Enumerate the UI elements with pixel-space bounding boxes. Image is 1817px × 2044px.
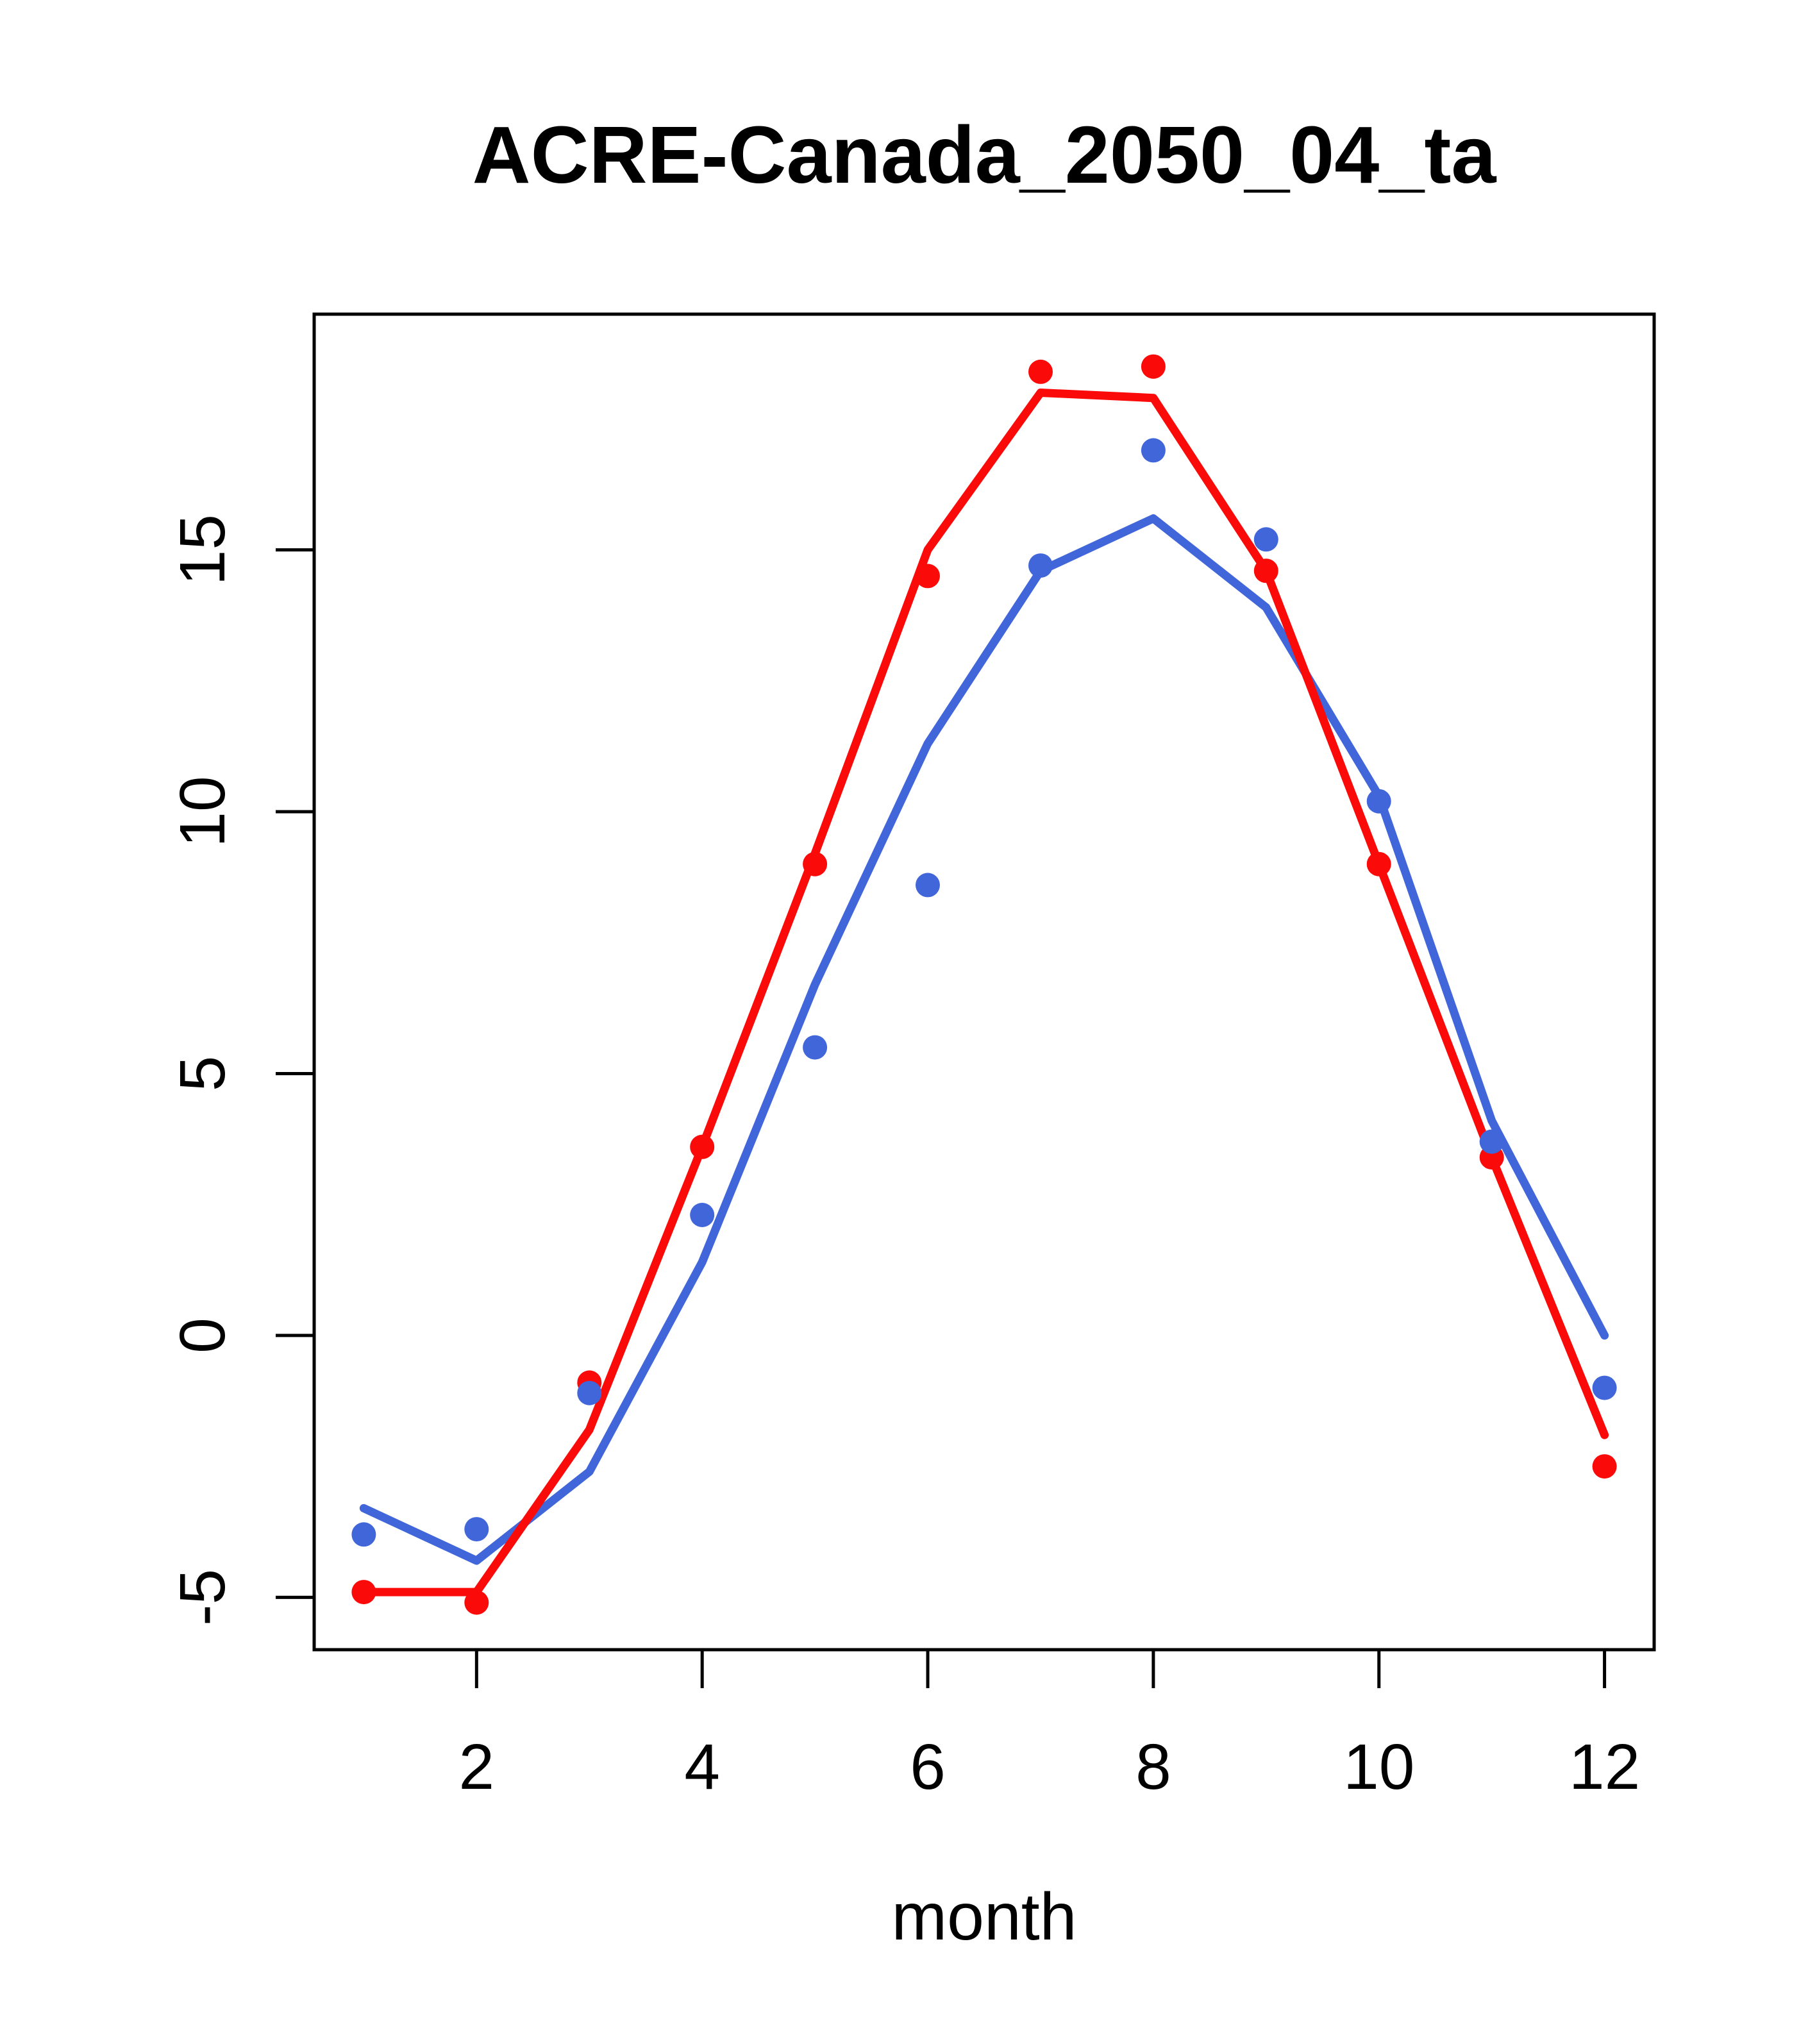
blue-point bbox=[1028, 553, 1053, 578]
x-tick-label: 2 bbox=[459, 1731, 495, 1803]
red-point bbox=[351, 1580, 376, 1605]
blue-point bbox=[577, 1380, 602, 1405]
x-tick-label: 4 bbox=[684, 1731, 720, 1803]
y-tick-label: 15 bbox=[167, 514, 239, 585]
plot-border bbox=[312, 312, 1656, 1652]
red-point bbox=[1366, 851, 1391, 876]
red-point bbox=[1253, 558, 1278, 583]
x-tick-label: 12 bbox=[1569, 1731, 1640, 1803]
y-tick-label: -5 bbox=[167, 1569, 239, 1626]
blue-point bbox=[1253, 527, 1278, 552]
y-tick-label: 5 bbox=[167, 1056, 239, 1092]
blue-point bbox=[803, 1035, 828, 1060]
blue-point bbox=[1141, 438, 1166, 463]
red-point bbox=[916, 564, 940, 589]
red-point bbox=[464, 1590, 489, 1615]
blue-line bbox=[359, 514, 1609, 1565]
red-point bbox=[1141, 354, 1166, 379]
plot-title: ACRE-Canada_2050_04_ta bbox=[472, 110, 1496, 200]
y-tick-label: 0 bbox=[167, 1318, 239, 1353]
x-axis-label: month bbox=[891, 1880, 1077, 1954]
blue-point bbox=[916, 873, 940, 898]
blue-point bbox=[1366, 789, 1391, 814]
blue-point bbox=[1592, 1375, 1617, 1400]
blue-point bbox=[464, 1517, 489, 1542]
red-point bbox=[1028, 359, 1053, 384]
red-point bbox=[803, 851, 828, 876]
red-point bbox=[690, 1134, 715, 1159]
red-point bbox=[1592, 1454, 1617, 1479]
x-tick-label: 8 bbox=[1135, 1731, 1171, 1803]
y-tick-label: 10 bbox=[167, 776, 239, 847]
x-tick-label: 6 bbox=[910, 1731, 946, 1803]
x-tick-label: 10 bbox=[1343, 1731, 1414, 1803]
blue-point bbox=[1479, 1129, 1504, 1154]
blue-point bbox=[351, 1522, 376, 1547]
red-line bbox=[359, 389, 1609, 1596]
blue-point bbox=[690, 1203, 715, 1227]
